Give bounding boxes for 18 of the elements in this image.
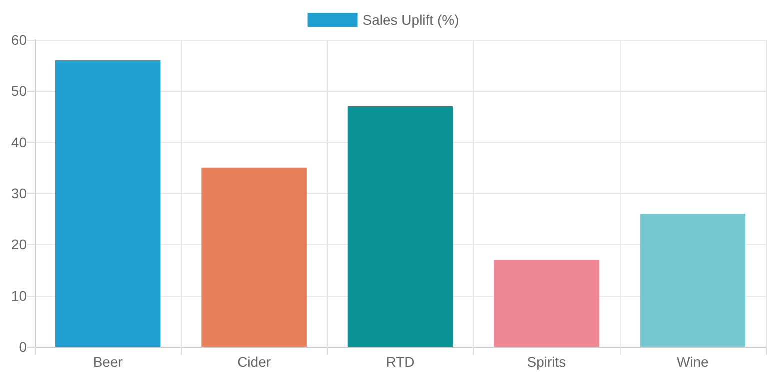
bar: [494, 260, 600, 347]
legend-label: Sales Uplift (%): [362, 12, 460, 28]
y-tick-label: 50: [11, 83, 28, 100]
bar: [55, 60, 161, 347]
y-tick-label: 0: [19, 339, 28, 355]
bar: [202, 168, 307, 347]
y-tick-label: 60: [11, 32, 28, 48]
bar: [348, 106, 454, 347]
x-tick-label: Cider: [238, 354, 272, 370]
bar: [640, 214, 746, 347]
y-tick-label: 20: [11, 236, 28, 253]
y-tick-label: 40: [11, 134, 28, 150]
x-tick-label: Wine: [676, 354, 710, 370]
x-tick-label: Spirits: [527, 354, 566, 370]
y-tick-label: 10: [11, 288, 28, 304]
x-tick-label: RTD: [386, 354, 415, 370]
x-tick-label: Beer: [93, 354, 124, 370]
y-tick-label: 30: [11, 186, 28, 202]
